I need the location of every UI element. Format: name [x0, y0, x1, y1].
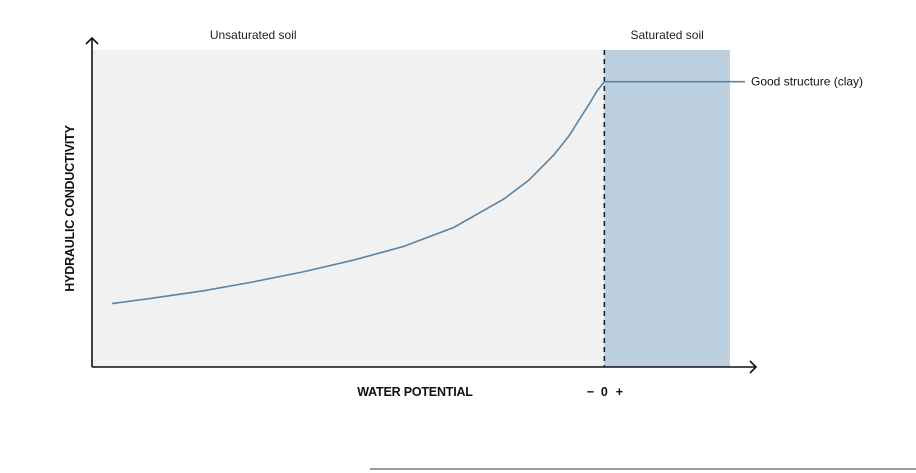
unsaturated-region-label: Unsaturated soil	[210, 28, 297, 42]
unsaturated-region	[92, 50, 605, 367]
x-tick-zero: 0	[601, 385, 608, 399]
x-axis-arrowhead	[749, 360, 758, 374]
conductivity-curve	[111, 80, 745, 305]
y-axis-arrowhead	[85, 36, 99, 45]
saturated-region-label: Saturated soil	[630, 28, 703, 42]
x-axis-title: WATER POTENTIAL	[357, 385, 473, 399]
x-tick-plus: +	[616, 385, 623, 399]
series-label-good-structure: Good structure (clay)	[751, 75, 863, 89]
bottom-divider-rule	[370, 468, 916, 470]
saturated-region	[604, 50, 730, 367]
y-axis-title: HYDRAULIC CONDUCTIVITY	[63, 124, 77, 291]
x-tick-minus: −	[587, 385, 594, 399]
